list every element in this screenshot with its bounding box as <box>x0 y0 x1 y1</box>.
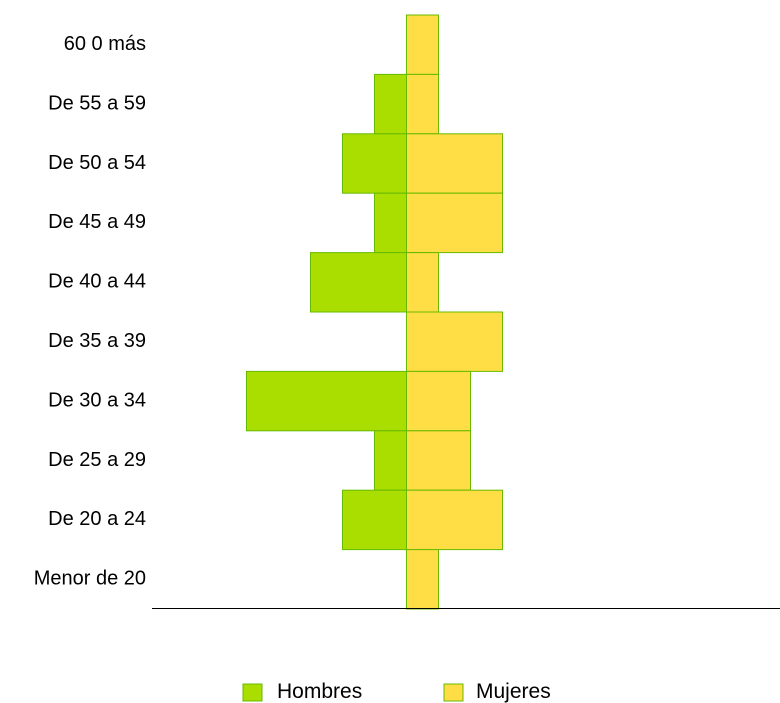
bar-hombres-de-55-a-59 <box>374 73 407 135</box>
legend-swatch-hombres <box>242 683 263 702</box>
bar-mujeres-de-20-a-24 <box>406 489 503 551</box>
category-label-de-55-a-59: De 55 a 59 <box>48 92 146 114</box>
bar-mujeres-de-30-a-34 <box>406 370 471 432</box>
legend-label-mujeres: Mujeres <box>476 680 551 703</box>
legend-label-hombres: Hombres <box>277 680 362 703</box>
bar-mujeres-de-35-a-39 <box>406 311 503 372</box>
category-labels: 60 0 más De 55 a 59 De 50 a 54 De 45 a 49 De… <box>34 33 146 590</box>
category-label-de-40-a-44: De 40 a 44 <box>48 271 146 293</box>
bar-mujeres-de-50-a-54 <box>406 133 503 194</box>
legend: Hombres Mujeres <box>242 680 551 703</box>
bar-hombres-de-30-a-34 <box>246 370 407 432</box>
category-label-de-35-a-39: De 35 a 39 <box>48 330 146 352</box>
bar-hombres-de-40-a-44 <box>310 252 407 313</box>
bar-mujeres-de-25-a-29 <box>406 430 471 491</box>
category-label-de-30-a-34: De 30 a 34 <box>48 389 146 411</box>
category-label-de-25-a-29: De 25 a 29 <box>48 449 146 471</box>
category-label-60-0-mas: 60 0 más <box>64 33 146 55</box>
bars <box>246 14 503 610</box>
bar-mujeres-60-0-mas <box>406 14 439 75</box>
category-label-de-50-a-54: De 50 a 54 <box>48 152 146 174</box>
bar-hombres-de-20-a-24 <box>342 489 407 551</box>
bar-hombres-de-45-a-49 <box>374 192 407 254</box>
bar-mujeres-de-55-a-59 <box>406 73 439 135</box>
bar-hombres-de-50-a-54 <box>342 133 407 194</box>
category-label-menor-de-20: Menor de 20 <box>34 568 146 590</box>
category-label-de-45-a-49: De 45 a 49 <box>48 211 146 233</box>
category-label-de-20-a-24: De 20 a 24 <box>48 508 146 530</box>
bar-mujeres-de-40-a-44 <box>406 252 439 313</box>
bar-mujeres-menor-de-20 <box>406 549 439 610</box>
legend-swatch-mujeres <box>443 683 464 702</box>
bar-mujeres-de-45-a-49 <box>406 192 503 254</box>
bar-hombres-de-25-a-29 <box>374 430 407 491</box>
